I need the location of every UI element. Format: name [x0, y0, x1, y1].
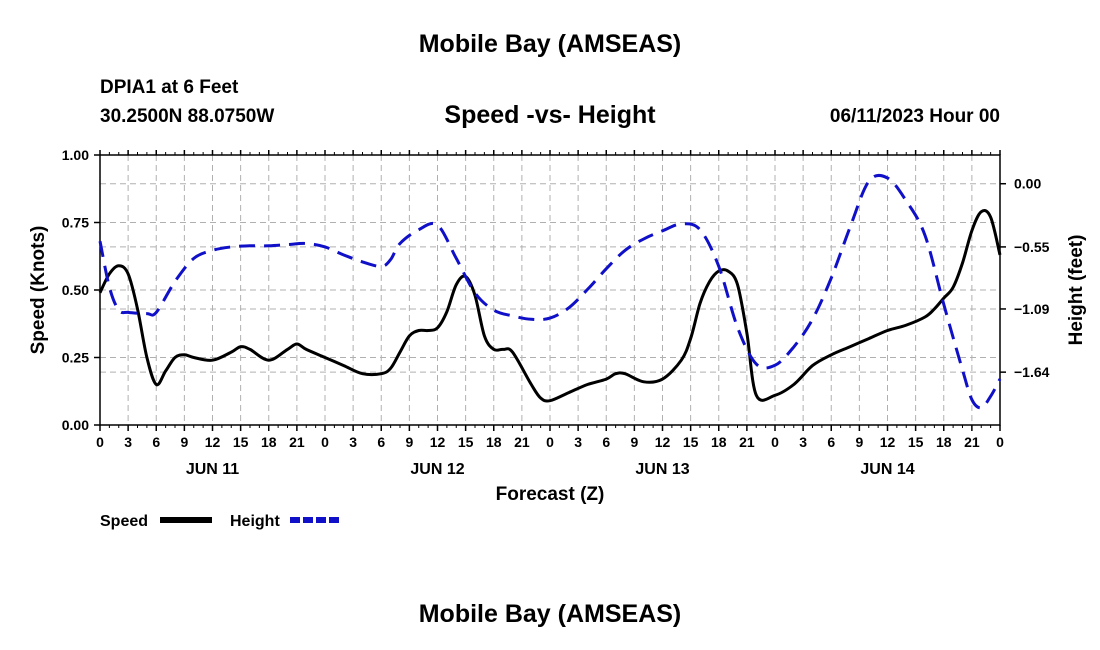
day-label: JUN 14	[860, 461, 914, 478]
x-tick-label: 9	[405, 434, 413, 450]
coordinates-label: 30.2500N 88.0750W	[100, 106, 275, 127]
x-tick-label: 0	[321, 434, 329, 450]
x-tick-label: 18	[936, 434, 952, 450]
y2-tick-label: −1.64	[1014, 364, 1050, 380]
x-tick-label: 6	[152, 434, 160, 450]
x-tick-label: 9	[180, 434, 188, 450]
x-tick-label: 18	[486, 434, 502, 450]
x-tick-label: 6	[602, 434, 610, 450]
x-tick-label: 12	[655, 434, 671, 450]
x-tick-label: 18	[261, 434, 277, 450]
x-tick-label: 18	[711, 434, 727, 450]
footer-title: Mobile Bay (AMSEAS)	[418, 600, 682, 628]
y2-axis-title: Height (feet)	[1066, 235, 1087, 346]
y-tick-label: 0.00	[62, 417, 89, 433]
y2-tick-label: 0.00	[1014, 176, 1041, 192]
x-tick-label: 3	[124, 434, 132, 450]
y-tick-label: 0.25	[62, 350, 89, 366]
y-axis-title: Speed (Knots)	[28, 226, 49, 355]
y2-tick-label: −1.09	[1014, 301, 1050, 317]
forecast-datetime: 06/11/2023 Hour 00	[829, 106, 1000, 127]
x-tick-label: 15	[683, 434, 699, 450]
y-tick-label: 0.75	[62, 215, 89, 231]
x-tick-label: 9	[855, 434, 863, 450]
x-tick-label: 6	[827, 434, 835, 450]
x-tick-label: 21	[739, 434, 755, 450]
x-axis-title: Forecast (Z)	[496, 484, 605, 505]
x-tick-label: 3	[574, 434, 582, 450]
y2-tick-label: −0.55	[1014, 239, 1050, 255]
x-tick-label: 12	[205, 434, 221, 450]
chart-main-title: Mobile Bay (AMSEAS)	[418, 30, 682, 58]
y-tick-label: 1.00	[62, 147, 89, 163]
speed-series-line	[98, 209, 1002, 403]
x-tick-label: 0	[546, 434, 554, 450]
x-tick-label: 3	[799, 434, 807, 450]
x-tick-label: 12	[880, 434, 896, 450]
x-tick-label: 15	[233, 434, 249, 450]
day-label: JUN 12	[410, 461, 464, 478]
x-tick-label: 3	[349, 434, 357, 450]
legend-label-height: Height	[230, 513, 280, 530]
legend-label-speed: Speed	[100, 513, 148, 530]
y-tick-label: 0.50	[62, 282, 89, 298]
x-tick-label: 0	[771, 434, 779, 450]
chart-subtitle: Speed -vs- Height	[444, 101, 656, 129]
x-tick-label: 21	[514, 434, 530, 450]
x-tick-label: 12	[430, 434, 446, 450]
x-tick-label: 9	[630, 434, 638, 450]
x-tick-label: 21	[289, 434, 305, 450]
x-tick-label: 21	[964, 434, 980, 450]
x-tick-label: 0	[96, 434, 104, 450]
x-tick-label: 0	[996, 434, 1004, 450]
grid-lines	[100, 155, 1000, 425]
day-label: JUN 13	[635, 461, 689, 478]
x-tick-label: 15	[908, 434, 924, 450]
station-label: DPIA1 at 6 Feet	[100, 77, 239, 98]
x-tick-label: 6	[377, 434, 385, 450]
day-label: JUN 11	[186, 461, 239, 478]
x-tick-label: 15	[458, 434, 474, 450]
